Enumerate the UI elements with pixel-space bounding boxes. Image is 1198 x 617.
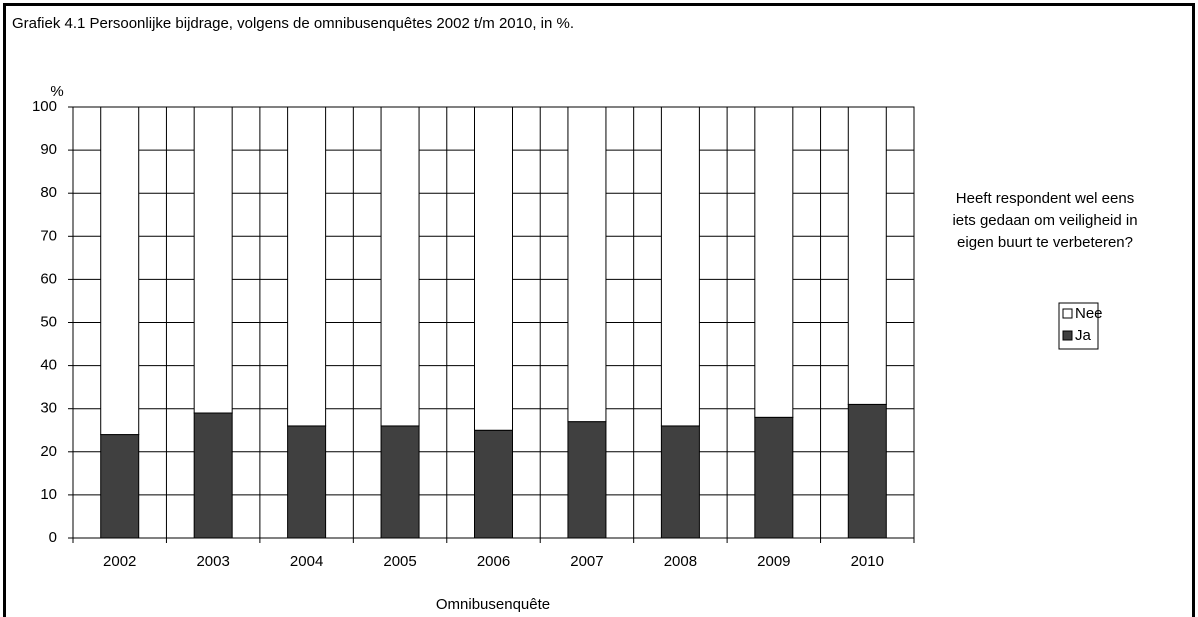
bar-segment [754,106,794,418]
y-tick-label: 10 [40,486,57,503]
bar-segment [100,434,140,539]
x-tick-label: 2004 [290,553,323,570]
y-tick-label: 70 [40,227,57,244]
x-tick-label: 2005 [383,553,416,570]
x-tick-label: 2002 [103,553,136,570]
y-tick-label: 100 [32,98,57,115]
bar-segment [474,106,513,431]
legend-title: eigen buurt te verbeteren? [957,234,1133,251]
y-axis-label: % [50,83,63,100]
y-tick-label: 60 [40,270,57,287]
bar-segment [847,106,887,405]
bar-segment [660,106,700,427]
legend-label: Ja [1075,327,1092,344]
x-axis-label: Omnibusenquête [436,596,550,613]
y-tick-label: 30 [40,400,57,417]
x-tick-label: 2010 [851,553,884,570]
bar-segment [100,106,140,436]
x-tick-label: 2007 [570,553,603,570]
legend-label: Nee [1075,305,1103,322]
y-tick-label: 80 [40,184,57,201]
bar-segment [474,429,513,539]
y-tick-label: 40 [40,357,57,374]
x-tick-label: 2003 [196,553,229,570]
bar-segment [567,106,607,423]
x-tick-label: 2009 [757,553,790,570]
bar-segment [754,416,794,539]
bar-segment [287,106,327,427]
bar-segment [380,106,420,427]
y-tick-label: 90 [40,141,57,158]
x-tick-label: 2006 [477,553,510,570]
x-tick-label: 2008 [664,553,697,570]
bar-segment [287,425,327,539]
legend-swatch [1062,330,1073,341]
y-tick-label: 0 [49,529,57,546]
bar-segment [567,421,607,539]
legend-title: iets gedaan om veiligheid in [952,212,1137,229]
legend-swatch [1062,308,1073,319]
chart-title: Grafiek 4.1 Persoonlijke bijdrage, volge… [12,15,574,32]
y-tick-label: 50 [40,313,57,330]
bar-segment [660,425,700,539]
bar-segment [193,106,233,414]
legend-title: Heeft respondent wel eens [956,190,1134,207]
bar-segment [847,403,887,539]
frame [3,3,1195,617]
y-tick-label: 20 [40,443,57,460]
bar-segment [380,425,420,539]
bar-segment [193,412,233,539]
